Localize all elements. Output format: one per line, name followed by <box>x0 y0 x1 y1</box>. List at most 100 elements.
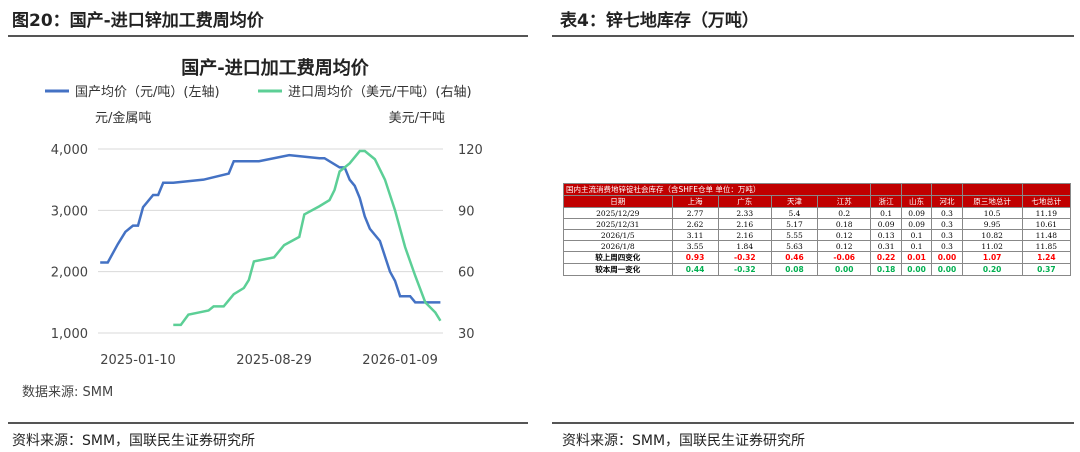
table-cell: 七地总计 <box>1021 195 1072 208</box>
y2-tick-label: 90 <box>458 204 475 219</box>
table-cell: 9.95 <box>961 218 1023 230</box>
table-cell: 1.07 <box>961 251 1023 264</box>
table-cell: 0.44 <box>671 263 719 276</box>
table-cell: 0.00 <box>931 263 963 276</box>
table-cell: 11.85 <box>1021 240 1072 252</box>
table-cell: 2025/12/29 <box>563 207 673 219</box>
table-cell: 0.37 <box>1021 263 1072 276</box>
table-row: 日期 上海 广东 天津 江苏 浙江 山东 河北 原三地总计 七地总计 <box>563 195 1072 208</box>
table-cell: 5.63 <box>770 240 818 252</box>
table-cell: 2.33 <box>717 207 772 219</box>
table-row: 2025/12/29 2.77 2.33 5.4 0.2 0.1 0.09 0.3 10.5 11… <box>563 207 1072 219</box>
table-cell: 3.55 <box>671 240 719 252</box>
table-cell: 山东 <box>900 195 933 208</box>
table-cell: 11.19 <box>1021 207 1072 219</box>
table-cell: 0.3 <box>931 240 963 252</box>
legend-label: 进口周均价（美元/干吨）(右轴) <box>288 85 472 100</box>
table-row: 2025/12/31 2.62 2.16 5.17 0.18 0.09 0.09 0.3 9.9… <box>563 218 1072 230</box>
table-cell: 0.93 <box>671 251 719 264</box>
inventory-table: 国内主流消费地锌锭社会库存（含SHFE仓单 单位：万吨） 日期 上海 广东 天津 江苏 浙江… <box>562 183 1072 276</box>
table-cell: 2025/12/31 <box>563 218 673 230</box>
table-cell: 10.61 <box>1021 218 1072 230</box>
table-cell: 11.02 <box>961 240 1023 252</box>
table-cell: 较本周一变化 <box>563 263 673 276</box>
table-cell <box>1021 183 1072 196</box>
table-cell: 10.5 <box>961 207 1023 219</box>
table-cell: 0.1 <box>870 207 902 219</box>
table-cell: 较上周四变化 <box>563 251 673 264</box>
table-cell: 日期 <box>563 195 673 208</box>
y-axis-label: 元/金属吨 <box>95 110 151 126</box>
table-cell: 浙江 <box>870 195 902 208</box>
table-cell: 0.20 <box>961 263 1023 276</box>
table-cell: 0.1 <box>900 229 933 241</box>
table-cell: 0.3 <box>931 218 963 230</box>
table-cell: 0.09 <box>900 207 933 219</box>
table-cell: 2026/1/5 <box>563 229 673 241</box>
table-caption-row: 国内主流消费地锌锭社会库存（含SHFE仓单 单位：万吨） <box>562 183 1072 196</box>
table-cell: 1.24 <box>1021 251 1072 264</box>
table-cell: 2.77 <box>671 207 719 219</box>
table-cell: 5.17 <box>770 218 818 230</box>
legend-label: 国产均价（元/吨）(左轴) <box>75 85 220 100</box>
left-title-rule <box>8 35 528 37</box>
table-row: 较上周四变化 0.93 -0.32 0.46 -0.06 0.22 0.01 0.00 1.07… <box>563 251 1072 264</box>
table-cell: 0.08 <box>770 263 818 276</box>
table-cell: -0.32 <box>717 263 772 276</box>
table-cell: 1.84 <box>717 240 772 252</box>
table-cell: 天津 <box>770 195 818 208</box>
y-tick-label: 2,000 <box>51 266 88 281</box>
y2-tick-label: 60 <box>458 266 475 281</box>
chart-note: 数据来源: SMM <box>22 385 113 400</box>
table-cell: 0.3 <box>931 229 963 241</box>
series-line-import <box>173 149 442 327</box>
left-source-rule <box>8 422 528 424</box>
table-cell: -0.32 <box>717 251 772 264</box>
right-panel-title: 表4：锌七地库存（万吨） <box>560 11 759 31</box>
table-cell: 0.31 <box>870 240 902 252</box>
table-cell: 0.00 <box>900 263 933 276</box>
x-tick-label: 2025-08-29 <box>236 353 312 368</box>
table-cell: 0.09 <box>870 218 902 230</box>
table-cell: 广东 <box>717 195 772 208</box>
y2-tick-label: 30 <box>458 327 475 342</box>
table-cell <box>931 183 963 196</box>
table-cell: 5.4 <box>770 207 818 219</box>
table-row: 2026/1/8 3.55 1.84 5.63 0.12 0.31 0.1 0.3 11.02 1… <box>563 240 1072 252</box>
table-cell: 5.55 <box>770 229 818 241</box>
table-cell: 0.12 <box>816 240 872 252</box>
y-tick-label: 3,000 <box>51 204 88 219</box>
right-source-rule <box>552 422 1074 424</box>
table-cell: -0.06 <box>816 251 872 264</box>
table-cell: 上海 <box>671 195 719 208</box>
table-cell: 0.2 <box>816 207 872 219</box>
table-cell: 0.3 <box>931 207 963 219</box>
table-cell: 0.13 <box>870 229 902 241</box>
table-cell: 10.82 <box>961 229 1023 241</box>
table-caption: 国内主流消费地锌锭社会库存（含SHFE仓单 单位：万吨） <box>562 183 872 196</box>
table-cell: 0.18 <box>816 218 872 230</box>
table-cell: 2.16 <box>717 218 772 230</box>
table-cell: 江苏 <box>816 195 872 208</box>
table-cell: 0.22 <box>870 251 902 264</box>
table-cell: 11.48 <box>1021 229 1072 241</box>
right-source: 资料来源：SMM，国联民生证券研究所 <box>562 433 806 449</box>
table-cell: 2026/1/8 <box>563 240 673 252</box>
chart-title: 国产-进口加工费周均价 <box>181 57 369 79</box>
table-row: 较本周一变化 0.44 -0.32 0.08 0.00 0.18 0.00 0.00 0.20 0… <box>563 263 1072 276</box>
table-cell: 河北 <box>931 195 963 208</box>
table-cell: 0.00 <box>816 263 872 276</box>
table-cell: 2.62 <box>671 218 719 230</box>
table-cell: 0.46 <box>770 251 818 264</box>
x-tick-label: 2026-01-09 <box>362 353 438 368</box>
table-cell: 0.1 <box>900 240 933 252</box>
table-cell: 0.09 <box>900 218 933 230</box>
table-cell: 3.11 <box>671 229 719 241</box>
table-cell: 2.16 <box>717 229 772 241</box>
left-source: 资料来源：SMM，国联民生证券研究所 <box>12 433 256 449</box>
table-row: 2026/1/5 3.11 2.16 5.55 0.12 0.13 0.1 0.3 10.82 1… <box>563 229 1072 241</box>
y-tick-label: 4,000 <box>51 143 88 158</box>
y-tick-label: 1,000 <box>51 327 88 342</box>
table-cell <box>870 183 902 196</box>
